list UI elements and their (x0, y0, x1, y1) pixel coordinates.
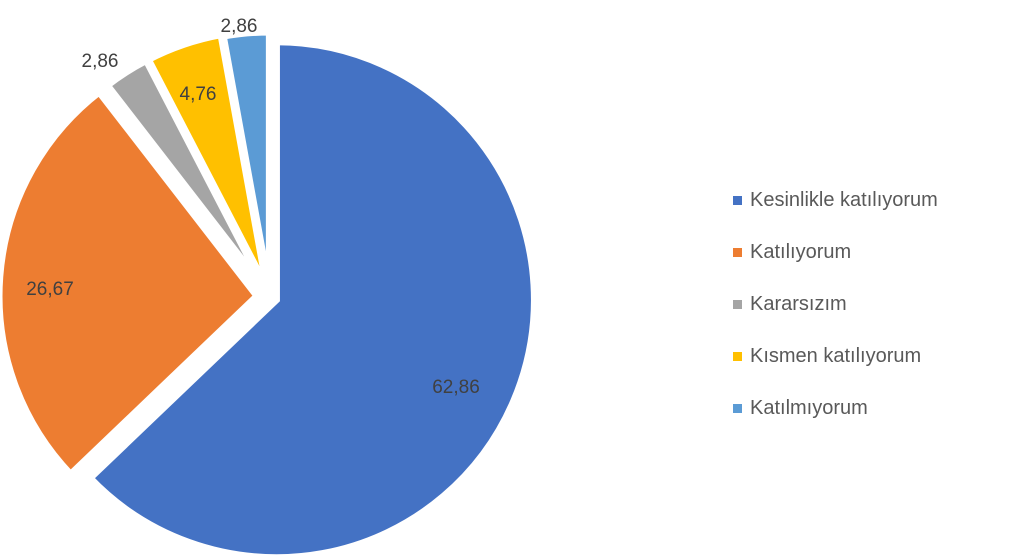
legend-item-5: Katılmıyorum (733, 393, 938, 423)
data-label-3: 2,86 (82, 51, 119, 72)
pie-slice-5 (219, 28, 273, 291)
legend-swatch-5 (733, 403, 742, 413)
legend-label-2: Katılıyorum (750, 240, 852, 263)
legend-item-1: Kesinlikle katılıyorum (733, 185, 938, 215)
legend-label-1: Kesinlikle katılıyorum (750, 188, 938, 211)
data-label-2: 26,67 (26, 279, 74, 300)
legend-item-2: Katılıyorum (733, 237, 938, 267)
legend-item-4: Kısmen katılıyorum (733, 341, 938, 371)
legend-swatch-1 (733, 195, 742, 205)
data-label-4: 4,76 (180, 84, 217, 105)
data-label-5: 2,86 (221, 16, 258, 37)
legend-swatch-2 (733, 247, 742, 257)
legend-swatch-3 (733, 299, 742, 309)
legend-label-4: Kısmen katılıyorum (750, 344, 922, 367)
legend-swatch-4 (733, 351, 742, 361)
data-label-1: 62,86 (432, 377, 480, 398)
legend-label-3: Kararsızım (750, 292, 847, 315)
legend: Kesinlikle katılıyorum Katılıyorum Kararsı… (733, 185, 938, 445)
pie-slice-1 (85, 38, 538, 556)
legend-label-5: Katılmıyorum (750, 396, 868, 419)
legend-item-3: Kararsızım (733, 289, 938, 319)
pie-slice-2 (0, 87, 262, 480)
